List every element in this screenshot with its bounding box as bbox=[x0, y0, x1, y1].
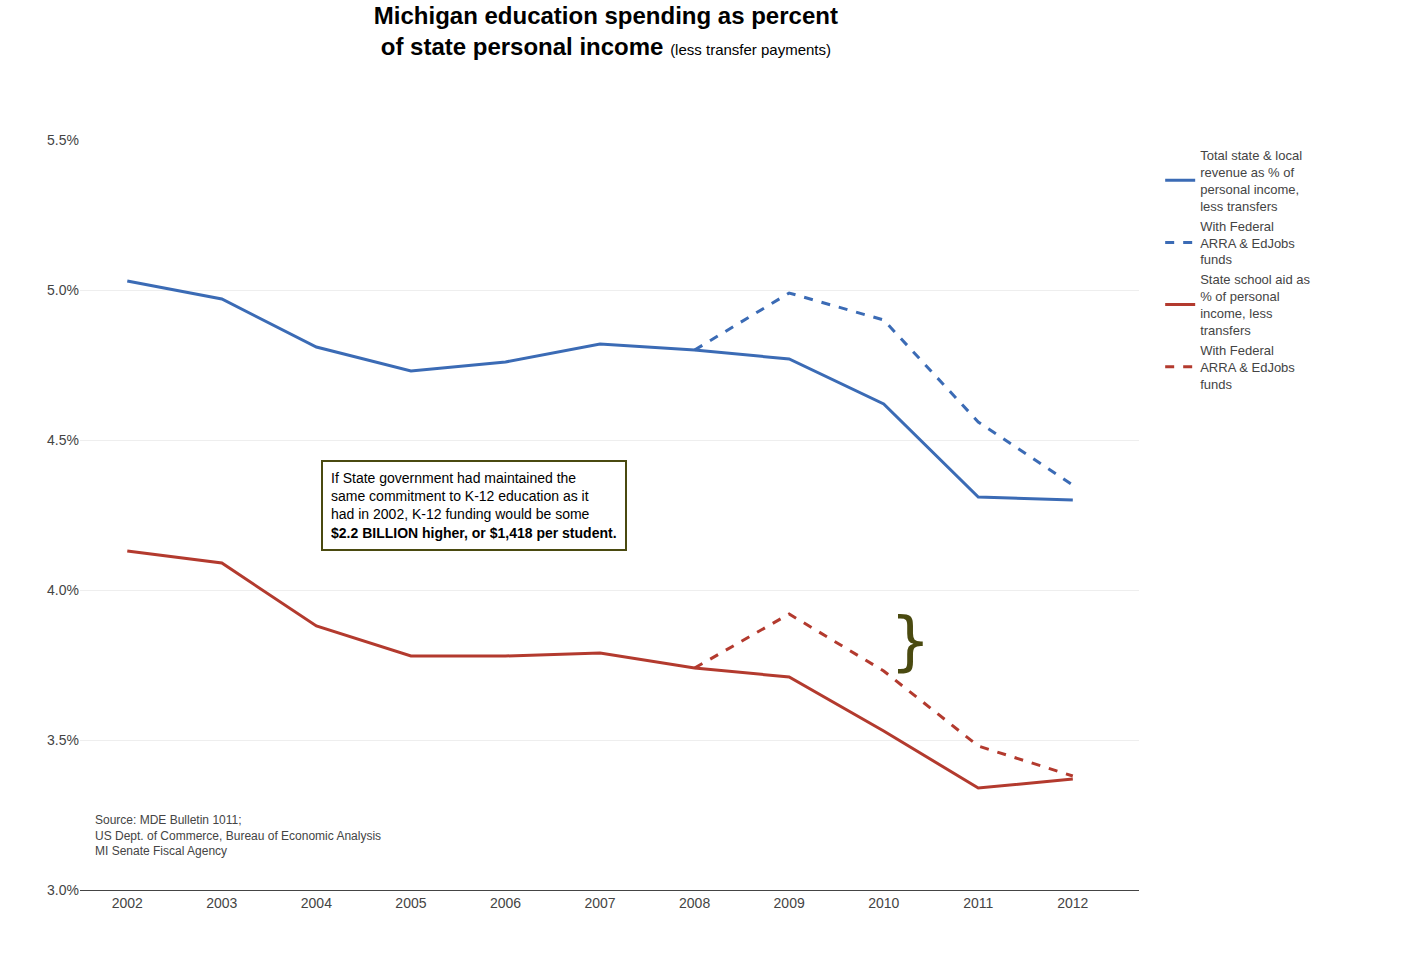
svg-text:2009: 2009 bbox=[774, 895, 805, 911]
svg-text:Source: MDE Bulletin 1011;US D: Source: MDE Bulletin 1011;US Dept. of Co… bbox=[95, 813, 381, 858]
svg-text:2008: 2008 bbox=[679, 895, 710, 911]
svg-text:Michigan education spending as: Michigan education spending as percentof… bbox=[374, 2, 838, 60]
svg-text:2012: 2012 bbox=[1057, 895, 1088, 911]
svg-text:3.5%: 3.5% bbox=[47, 732, 79, 748]
svg-text:}: } bbox=[890, 604, 931, 678]
svg-text:2003: 2003 bbox=[206, 895, 237, 911]
svg-text:2002: 2002 bbox=[112, 895, 143, 911]
svg-text:2010: 2010 bbox=[868, 895, 899, 911]
svg-text:If State government had mainta: If State government had maintained thesa… bbox=[331, 470, 617, 541]
svg-text:5.0%: 5.0% bbox=[47, 282, 79, 298]
svg-text:2006: 2006 bbox=[490, 895, 521, 911]
svg-text:4.5%: 4.5% bbox=[47, 432, 79, 448]
svg-text:2005: 2005 bbox=[395, 895, 426, 911]
svg-text:3.0%: 3.0% bbox=[47, 882, 79, 898]
svg-text:Total state & localrevenue as: Total state & localrevenue as % ofperson… bbox=[1200, 148, 1302, 214]
svg-text:2004: 2004 bbox=[301, 895, 332, 911]
svg-text:With FederalARRA & EdJobsfunds: With FederalARRA & EdJobsfunds bbox=[1200, 219, 1295, 268]
svg-text:5.5%: 5.5% bbox=[47, 132, 79, 148]
svg-text:State school aid as% of person: State school aid as% of personalincome, … bbox=[1200, 272, 1310, 338]
svg-text:2011: 2011 bbox=[963, 895, 993, 911]
svg-text:4.0%: 4.0% bbox=[47, 582, 79, 598]
svg-text:With FederalARRA & EdJobsfunds: With FederalARRA & EdJobsfunds bbox=[1200, 343, 1295, 392]
svg-text:2007: 2007 bbox=[584, 895, 615, 911]
